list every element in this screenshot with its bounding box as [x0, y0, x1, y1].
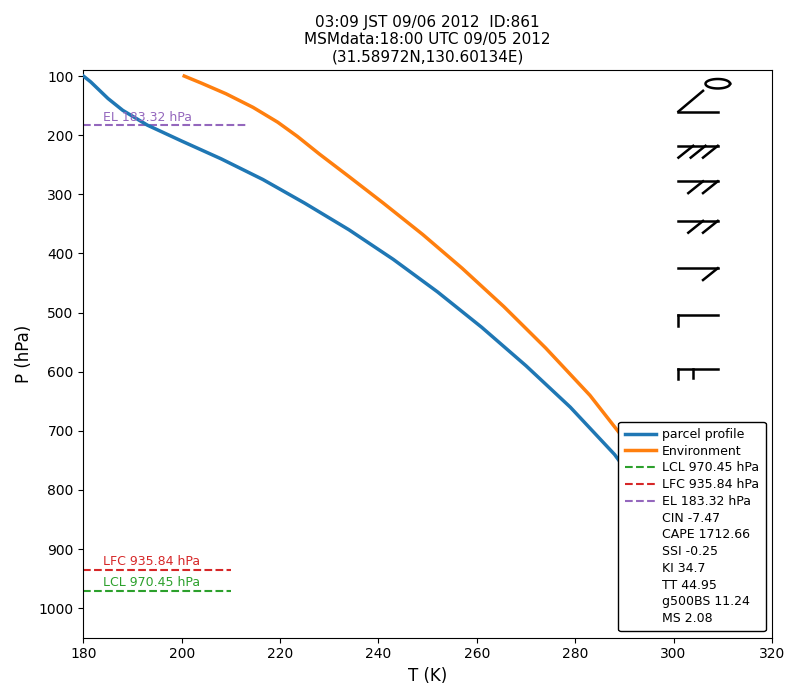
Environment [378, 199, 388, 207]
Environment [625, 442, 634, 450]
parcel profile [344, 225, 354, 234]
parcel profile [300, 199, 310, 207]
LCL 970.45 hPa [226, 587, 236, 595]
Environment [458, 264, 467, 272]
Environment [418, 230, 427, 239]
Text: LCL 970.45 hPa: LCL 970.45 hPa [103, 576, 200, 589]
Line: parcel profile: parcel profile [83, 76, 681, 570]
Environment [499, 302, 509, 311]
Line: Environment: Environment [184, 76, 690, 570]
parcel profile [389, 255, 398, 263]
parcel profile [177, 137, 186, 146]
Title: 03:09 JST 09/06 2012  ID:861
MSMdata:18:00 UTC 09/05 2012
(31.58972N,130.60134E): 03:09 JST 09/06 2012 ID:861 MSMdata:18:0… [304, 15, 551, 65]
parcel profile [78, 72, 88, 80]
Environment [686, 566, 695, 574]
parcel profile [118, 106, 127, 115]
parcel profile [216, 155, 226, 163]
EL 183.32 hPa [241, 121, 250, 130]
parcel profile [142, 121, 152, 130]
parcel profile [566, 403, 575, 412]
parcel profile [521, 362, 530, 370]
Environment [179, 72, 189, 80]
LFC 935.84 hPa [226, 566, 236, 575]
parcel profile [477, 323, 486, 332]
Environment [541, 344, 550, 352]
parcel profile [258, 175, 268, 183]
Environment [585, 391, 594, 400]
Environment [344, 172, 354, 181]
parcel profile [676, 566, 686, 574]
Legend: parcel profile, Environment, LCL 970.45 hPa, LFC 935.84 hPa, EL 183.32 hPa, CIN : parcel profile, Environment, LCL 970.45 … [618, 421, 766, 631]
parcel profile [610, 450, 619, 459]
Environment [273, 118, 282, 127]
Environment [293, 132, 302, 141]
Environment [197, 79, 206, 88]
Environment [659, 498, 669, 506]
parcel profile [86, 78, 95, 86]
parcel profile [103, 94, 113, 103]
Environment [314, 150, 324, 158]
parcel profile [649, 503, 658, 512]
LCL 970.45 hPa [78, 587, 88, 595]
X-axis label: T (K): T (K) [408, 667, 447, 685]
Y-axis label: P (hPa): P (hPa) [15, 325, 33, 383]
Environment [248, 103, 258, 111]
parcel profile [433, 288, 442, 296]
EL 183.32 hPa [78, 121, 88, 130]
LFC 935.84 hPa [78, 566, 88, 575]
parcel profile [94, 85, 103, 93]
Text: LFC 935.84 hPa: LFC 935.84 hPa [103, 556, 200, 568]
Text: EL 183.32 hPa: EL 183.32 hPa [103, 111, 192, 123]
Environment [222, 90, 231, 98]
